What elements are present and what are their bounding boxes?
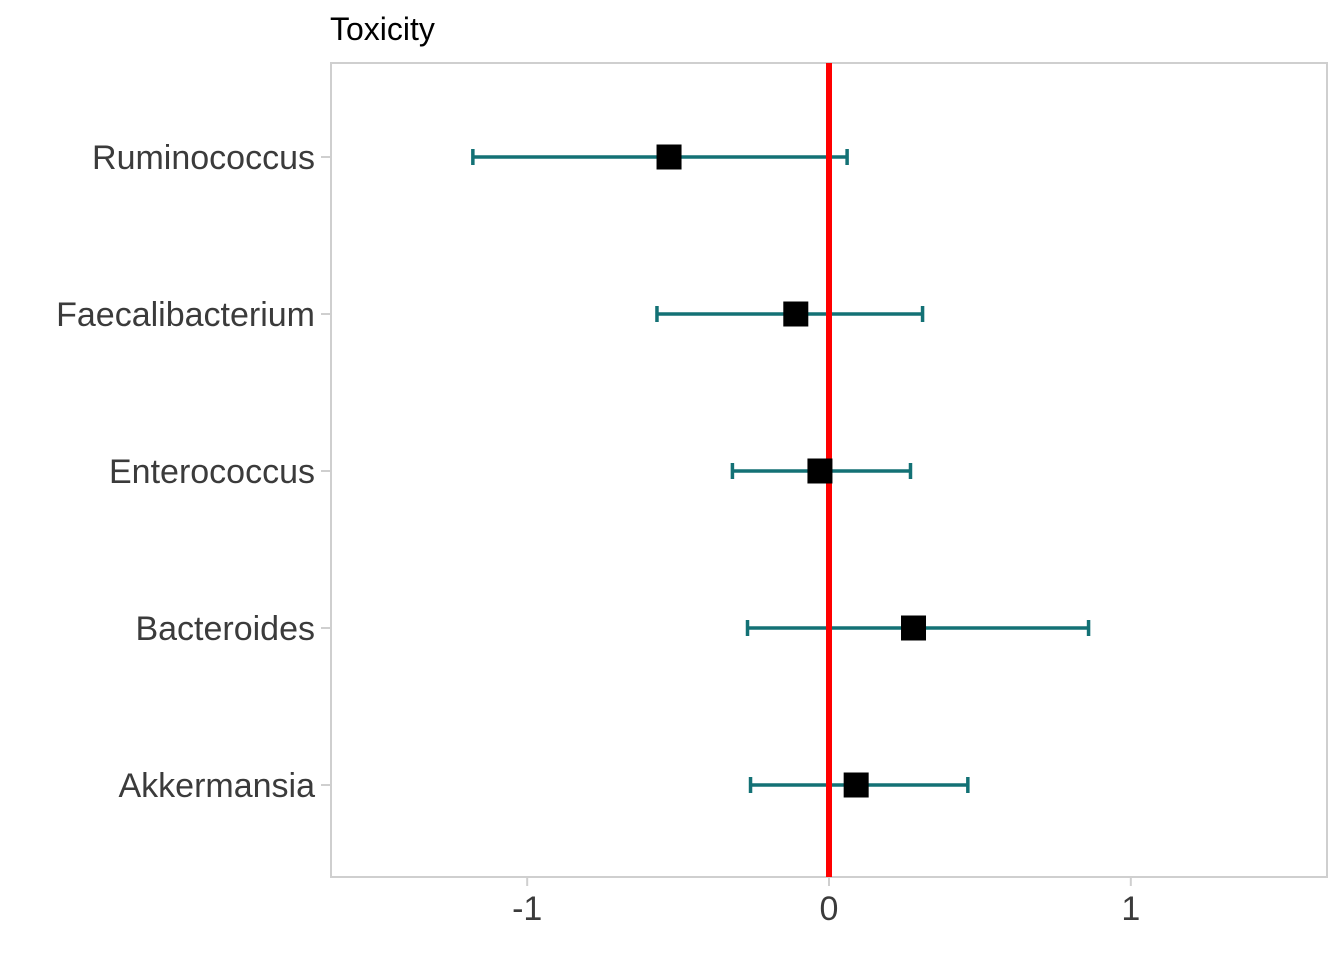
y-tick-label: Enterococcus xyxy=(109,453,315,491)
y-tick-label: Akkermansia xyxy=(118,767,315,805)
x-tick-label: 0 xyxy=(820,890,839,928)
y-tick-label: Faecalibacterium xyxy=(56,296,315,334)
estimate-point xyxy=(656,144,682,170)
estimate-point xyxy=(843,772,869,798)
estimate-points xyxy=(656,144,927,798)
estimate-point xyxy=(807,458,833,484)
chart-title: Toxicity xyxy=(330,11,435,47)
y-axis: Ruminococcus Faecalibacterium Enterococcus… xyxy=(56,139,331,805)
x-tick-label: 1 xyxy=(1121,890,1140,928)
estimate-point xyxy=(901,615,927,641)
x-tick-label: -1 xyxy=(512,890,542,928)
estimate-point xyxy=(783,301,809,327)
y-tick-label: Bacteroides xyxy=(135,610,315,648)
x-axis: -1 0 1 xyxy=(512,877,1140,928)
y-tick-label: Ruminococcus xyxy=(92,139,315,177)
